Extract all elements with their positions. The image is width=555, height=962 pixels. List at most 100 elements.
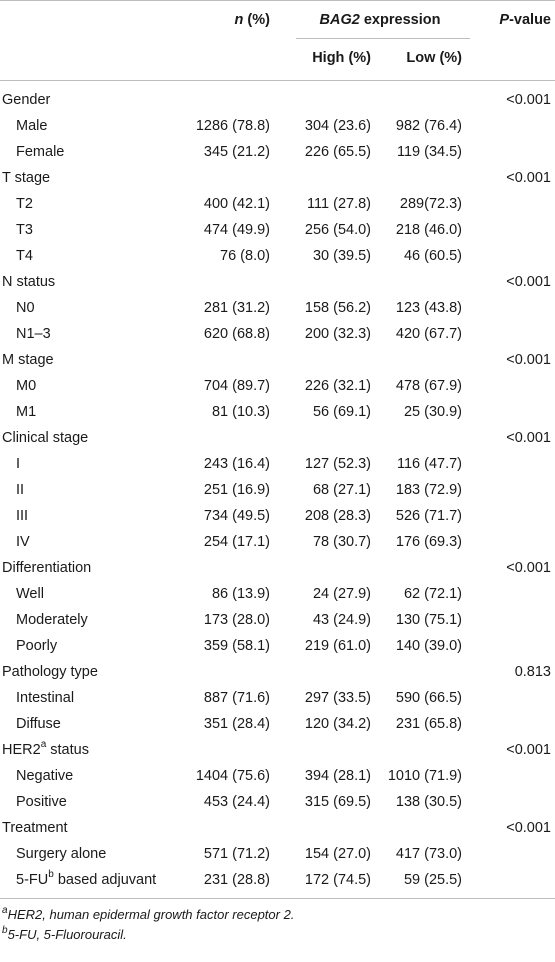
header-p-suffix: -value (509, 12, 551, 28)
low-percent: 982 (76.4) (395, 118, 462, 134)
n-percent: 81 (10.3) (211, 404, 270, 420)
p-value: <0.001 (506, 170, 551, 186)
row-label: Male (16, 116, 47, 136)
n-percent: 571 (71.2) (203, 846, 270, 862)
row-label-suffix: based adjuvant (53, 872, 157, 888)
n-percent: 1404 (75.6) (195, 768, 270, 784)
group-label-text: HER2 (2, 742, 41, 758)
row-label: III (16, 506, 28, 526)
group-label-sup: a (40, 739, 47, 751)
row-label-text: 5-FU (16, 872, 49, 888)
row-label-text: Positive (16, 794, 67, 810)
row-label-text: IV (16, 534, 30, 550)
group-label-text: T stage (2, 170, 51, 186)
high-percent: 208 (28.3) (304, 508, 371, 524)
row-label-text: N1–3 (16, 326, 51, 342)
row-label-text: Poorly (16, 638, 58, 654)
header-low: Low (%) (406, 50, 462, 66)
row-label-text: T2 (16, 196, 33, 212)
high-percent: 394 (28.1) (304, 768, 371, 784)
low-percent: 289(72.3) (399, 196, 462, 212)
low-percent: 116 (47.7) (396, 456, 462, 472)
n-percent: 76 (8.0) (220, 248, 270, 264)
low-percent: 478 (67.9) (395, 378, 462, 394)
high-percent: 30 (39.5) (312, 248, 371, 264)
n-percent: 1286 (78.8) (195, 118, 270, 134)
low-percent: 138 (30.5) (395, 794, 462, 810)
high-percent: 315 (69.5) (304, 794, 371, 810)
row-label-text: M0 (16, 378, 37, 394)
row-label: Positive (16, 792, 67, 812)
group-label: HER2a status (2, 740, 89, 760)
high-percent: 200 (32.3) (304, 326, 371, 342)
group-label-text: Gender (2, 92, 51, 108)
row-label-text: III (16, 508, 29, 524)
footnote-mark: a (2, 904, 8, 916)
p-value: <0.001 (506, 820, 551, 836)
p-value: <0.001 (506, 274, 551, 290)
group-label-text: Treatment (2, 820, 68, 836)
group-label: M stage (2, 350, 54, 370)
row-label: Moderately (16, 610, 88, 630)
p-value: <0.001 (506, 560, 551, 576)
high-percent: 172 (74.5) (304, 872, 371, 888)
p-value: <0.001 (506, 352, 551, 368)
row-label-text: I (16, 456, 21, 472)
high-percent: 226 (65.5) (304, 144, 371, 160)
n-percent: 351 (28.4) (203, 716, 270, 732)
group-label: T stage (2, 168, 50, 188)
group-label: N status (2, 272, 55, 292)
low-percent: 590 (66.5) (395, 690, 462, 706)
group-label: Pathology type (2, 662, 98, 682)
low-percent: 119 (34.5) (396, 144, 462, 160)
row-label: Diffuse (16, 714, 61, 734)
low-percent: 176 (69.3) (395, 534, 462, 550)
row-label-text: T3 (16, 222, 33, 238)
n-percent: 400 (42.1) (203, 196, 270, 212)
row-label: Negative (16, 766, 73, 786)
high-percent: 158 (56.2) (304, 300, 371, 316)
group-label: Differentiation (2, 558, 91, 578)
low-percent: 231 (65.8) (395, 716, 462, 732)
n-percent: 359 (58.1) (203, 638, 270, 654)
row-label: T4 (16, 246, 33, 266)
high-percent: 78 (30.7) (312, 534, 371, 550)
top-rule (0, 0, 555, 1)
low-percent: 59 (25.5) (403, 872, 462, 888)
group-label: Gender (2, 90, 50, 110)
low-percent: 25 (30.9) (403, 404, 462, 420)
group-label-text: Clinical stage (2, 430, 89, 446)
row-label: Female (16, 142, 64, 162)
high-percent: 68 (27.1) (312, 482, 371, 498)
high-percent: 43 (24.9) (312, 612, 371, 628)
row-label-text: Female (16, 144, 65, 160)
n-percent: 281 (31.2) (203, 300, 270, 316)
row-label: IV (16, 532, 30, 552)
row-label-text: Diffuse (16, 716, 61, 732)
row-label-text: Well (16, 586, 44, 602)
footnote-text: 5-FU, 5-Fluorouracil. (7, 927, 127, 942)
high-percent: 256 (54.0) (304, 222, 371, 238)
group-label-text: M stage (2, 352, 54, 368)
low-percent: 218 (46.0) (395, 222, 462, 238)
header-gene: BAG2 (319, 12, 360, 28)
row-label: N1–3 (16, 324, 51, 344)
high-percent: 56 (69.1) (312, 404, 371, 420)
row-label-text: Moderately (16, 612, 88, 628)
row-label: M0 (16, 376, 36, 396)
low-percent: 526 (71.7) (395, 508, 462, 524)
n-percent: 254 (17.1) (203, 534, 270, 550)
header-bottom-rule (0, 80, 555, 81)
low-percent: 417 (73.0) (395, 846, 462, 862)
header-expression: BAG2 expression (290, 10, 470, 30)
low-percent: 140 (39.0) (395, 638, 462, 654)
group-label: Clinical stage (2, 428, 88, 448)
high-percent: 304 (23.6) (304, 118, 371, 134)
n-percent: 231 (28.8) (203, 872, 270, 888)
group-label-text: Differentiation (2, 560, 92, 576)
high-percent: 297 (33.5) (304, 690, 371, 706)
row-label: Intestinal (16, 688, 74, 708)
header-p-value: P-value (470, 10, 551, 30)
high-percent: 226 (32.1) (304, 378, 371, 394)
low-percent: 46 (60.5) (403, 248, 462, 264)
